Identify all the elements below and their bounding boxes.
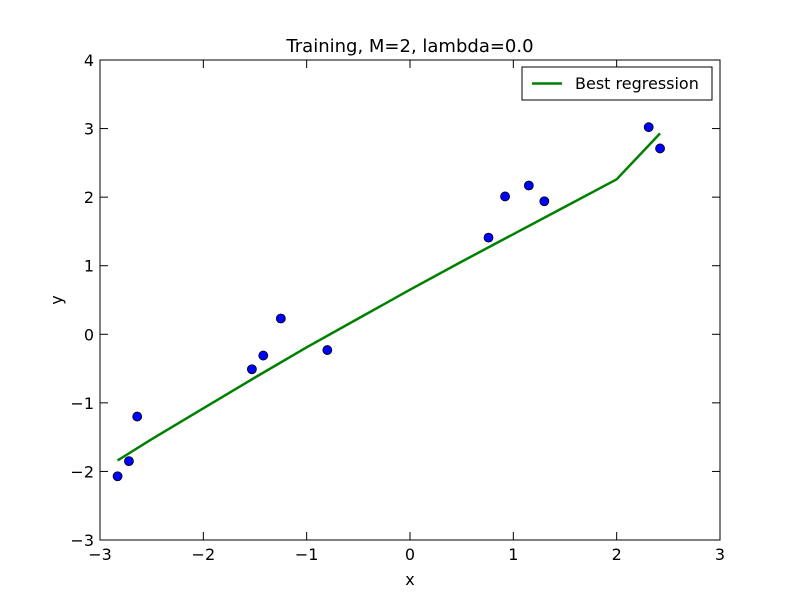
plot-area — [100, 60, 720, 540]
y-tick-label: 1 — [84, 257, 94, 276]
x-tick-label: −1 — [295, 545, 319, 564]
x-tick-label: 2 — [612, 545, 622, 564]
legend: Best regression — [521, 66, 713, 101]
data-point — [500, 191, 510, 202]
x-tick-label: 3 — [715, 545, 725, 564]
legend-label-best-regression: Best regression — [575, 74, 699, 93]
y-tick-label: −2 — [70, 462, 94, 481]
x-tick-label: −3 — [88, 545, 112, 564]
y-tick-label: 3 — [84, 120, 94, 139]
ticks-layer: −3 −2 −1 0 1 2 3 −3 −2 −1 0 1 2 3 4 — [70, 51, 725, 564]
data-point — [275, 313, 286, 324]
points-layer — [112, 122, 665, 482]
regression-layer — [116, 132, 661, 462]
data-point — [258, 350, 269, 361]
y-tick-label: 2 — [84, 188, 94, 207]
data-point — [322, 345, 333, 355]
data-point — [246, 364, 257, 375]
data-point — [523, 180, 534, 191]
y-tick-label: −3 — [70, 531, 94, 550]
y-tick-label: −1 — [70, 394, 94, 413]
y-axis-label: y — [47, 295, 66, 304]
y-tick-label: 0 — [84, 325, 94, 344]
data-point — [483, 232, 494, 243]
data-point — [124, 456, 134, 467]
y-tick-label: 4 — [84, 51, 94, 70]
data-point — [643, 122, 654, 133]
x-tick-label: 0 — [405, 545, 415, 564]
chart-title: Training, M=2, lambda=0.0 — [285, 36, 533, 57]
data-point — [655, 143, 665, 154]
data-point — [132, 411, 143, 422]
data-point — [539, 196, 550, 207]
regression-line — [116, 132, 661, 462]
x-tick-label: 1 — [508, 545, 518, 564]
x-axis-label: x — [405, 570, 414, 589]
x-tick-label: −2 — [192, 545, 216, 564]
data-point — [112, 471, 123, 482]
plot-frame — [99, 59, 721, 541]
